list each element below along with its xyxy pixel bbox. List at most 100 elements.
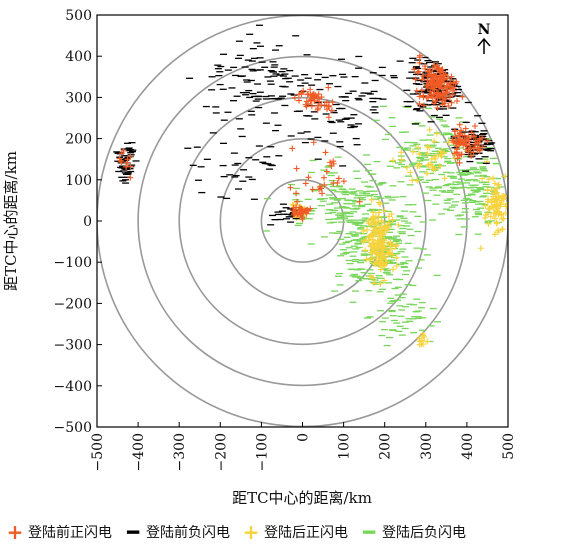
positive-strike-mark (291, 211, 298, 218)
positive-strike-mark (376, 227, 383, 234)
positive-strike-mark (371, 280, 378, 287)
positive-strike-mark (494, 229, 501, 236)
positive-strike-mark (416, 93, 423, 100)
positive-strike-mark (474, 146, 481, 153)
positive-strike-mark (431, 153, 438, 160)
x-tick-label: 100 (337, 433, 353, 460)
positive-strike-mark (438, 85, 445, 92)
positive-strike-mark (389, 216, 396, 223)
y-axis-title: 距TC中心的距离/km (2, 151, 20, 291)
positive-strike-mark (441, 149, 448, 156)
positive-strike-mark (499, 195, 506, 202)
positive-strike-mark (492, 189, 499, 196)
positive-strike-mark (297, 206, 304, 213)
positive-strike-mark (426, 126, 433, 133)
positive-strike-mark (375, 199, 382, 206)
positive-strike-mark (435, 151, 442, 158)
positive-strike-mark (318, 185, 325, 192)
positive-strike-mark (372, 213, 379, 220)
positive-strike-mark (329, 99, 336, 106)
x-tick-label: 400 (460, 433, 476, 460)
positive-strike-mark (363, 256, 370, 263)
positive-strike-mark (484, 187, 491, 194)
positive-strike-mark (487, 213, 494, 220)
positive-strike-mark (424, 143, 431, 150)
positive-strike-mark (308, 103, 315, 110)
positive-strike-mark (321, 102, 328, 109)
positive-strike-mark (403, 164, 410, 171)
positive-strike-mark (386, 213, 393, 220)
positive-strike-mark (490, 175, 497, 182)
y-tick-label: −500 (54, 420, 92, 436)
positive-strike-mark (446, 93, 453, 100)
positive-strike-mark (290, 204, 297, 211)
positive-strike-mark (371, 245, 378, 252)
positive-strike-mark (495, 181, 502, 188)
range-ring-300 (178, 96, 427, 346)
positive-strike-mark (118, 159, 125, 166)
positive-strike-mark (499, 226, 506, 233)
positive-strike-mark (450, 138, 457, 145)
x-axis-title: 距TC中心的距离/km (232, 489, 372, 507)
positive-strike-mark (420, 102, 427, 109)
positive-strike-mark (431, 86, 438, 93)
positive-strike-mark (334, 179, 341, 186)
legend-item-2: + 登陆后正闪电 (242, 522, 348, 542)
x-tick-label: 0 (296, 433, 312, 442)
positive-strike-mark (368, 217, 375, 224)
positive-strike-mark (389, 266, 396, 273)
positive-strike-mark (439, 92, 446, 99)
positive-strike-mark (370, 209, 377, 216)
x-tick-label: −400 (131, 433, 147, 471)
positive-strike-mark (470, 144, 477, 151)
positive-strike-mark (470, 133, 477, 140)
positive-strike-mark (393, 262, 400, 269)
positive-strike-mark (418, 87, 425, 94)
positive-strike-mark (364, 226, 371, 233)
positive-strike-mark (340, 178, 347, 185)
positive-strike-mark (375, 252, 382, 259)
positive-strike-mark (127, 153, 134, 160)
positive-strike-mark (468, 129, 475, 136)
positive-strike-mark (434, 62, 441, 69)
positive-strike-mark (325, 84, 332, 91)
positive-strike-mark (320, 174, 327, 181)
positive-strike-mark (387, 251, 394, 258)
positive-strike-mark (491, 189, 498, 196)
positive-strike-mark (444, 88, 451, 95)
positive-strike-mark (416, 341, 423, 348)
positive-strike-mark (485, 196, 492, 203)
positive-strike-mark (479, 134, 486, 141)
north-arrow-icon: N (477, 22, 491, 54)
positive-strike-mark (454, 146, 461, 153)
positive-strike-mark (436, 74, 443, 81)
positive-strike-mark (416, 59, 423, 66)
range-ring-400 (137, 55, 468, 387)
positive-strike-mark (360, 228, 367, 235)
x-tick-label: −100 (254, 433, 270, 471)
positive-strike-mark (381, 207, 388, 214)
positive-strike-mark (479, 175, 486, 182)
positive-strike-mark (302, 180, 309, 187)
range-ring-100 (260, 179, 345, 263)
positive-strike-mark (326, 102, 333, 109)
positive-strike-mark (414, 177, 421, 184)
positive-strike-mark (120, 147, 127, 154)
positive-strike-mark (494, 185, 501, 192)
positive-strike-mark (370, 227, 377, 234)
positive-strike-mark (494, 197, 501, 204)
positive-strike-mark (428, 77, 435, 84)
positive-strike-mark (416, 150, 423, 157)
positive-strike-mark (482, 202, 489, 209)
positive-strike-mark (432, 81, 439, 88)
positive-strike-mark (298, 89, 305, 96)
positive-strike-mark (318, 94, 325, 101)
positive-strike-mark (432, 165, 439, 172)
positive-strike-mark (468, 152, 475, 159)
positive-strike-mark (421, 333, 428, 340)
y-tick-label: −200 (54, 296, 92, 312)
positive-strike-mark (383, 258, 390, 265)
positive-strike-mark (289, 145, 296, 152)
positive-strike-mark (307, 86, 314, 93)
positive-strike-mark (384, 247, 391, 254)
